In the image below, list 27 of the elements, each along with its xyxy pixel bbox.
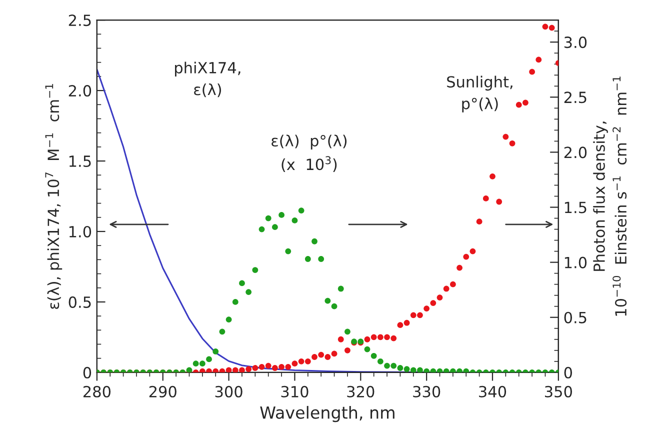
x-tick-label: 280 [83,386,111,398]
x-tick-label: 300 [215,386,242,398]
annotation: phiX174, ε(λ) [175,62,240,98]
y-tick-label: 1.5 [69,156,91,168]
y2-tick-label: 3.0 [564,36,587,48]
annotation: ε(λ) p°(λ) (x 10$^{3}$) [272,134,347,172]
y2-tick-label: 0.5 [564,312,586,324]
y-tick-label: 2.0 [68,85,92,97]
y-axis-title: ε(λ), phiX174, 10$^{7}$ M$^{−1}$ cm$^{−1}$ [45,84,62,309]
y-tick-label: 0 [83,366,92,378]
y2-tick-label: 2.0 [564,146,587,158]
x-tick-label: 290 [149,386,176,398]
x-axis-title: Wavelength, nm [260,406,394,422]
y2-tick-label: 1.5 [564,202,586,214]
y2-tick-label: 2.5 [564,92,586,104]
x-tick-label: 350 [545,386,572,398]
y-tick-label: 2.5 [68,14,91,26]
y2-tick-label: 0 [564,366,572,378]
x-tick-label: 310 [281,386,308,398]
text: Photon flux density, 10$^{−10}$ Einstein s$^{−1}$ cm$^{−2}$ nm$^{−1}$ [593,76,627,316]
x-tick-label: 340 [479,386,506,398]
annotation: Sunlight, p°(λ) [447,76,512,112]
x-tick-label: 320 [347,386,374,398]
y-tick-label: 0.5 [68,296,91,308]
x-tick-label: 330 [413,386,440,398]
y-tick-label: 1.0 [69,226,92,238]
y2-tick-label: 1.0 [564,256,587,268]
